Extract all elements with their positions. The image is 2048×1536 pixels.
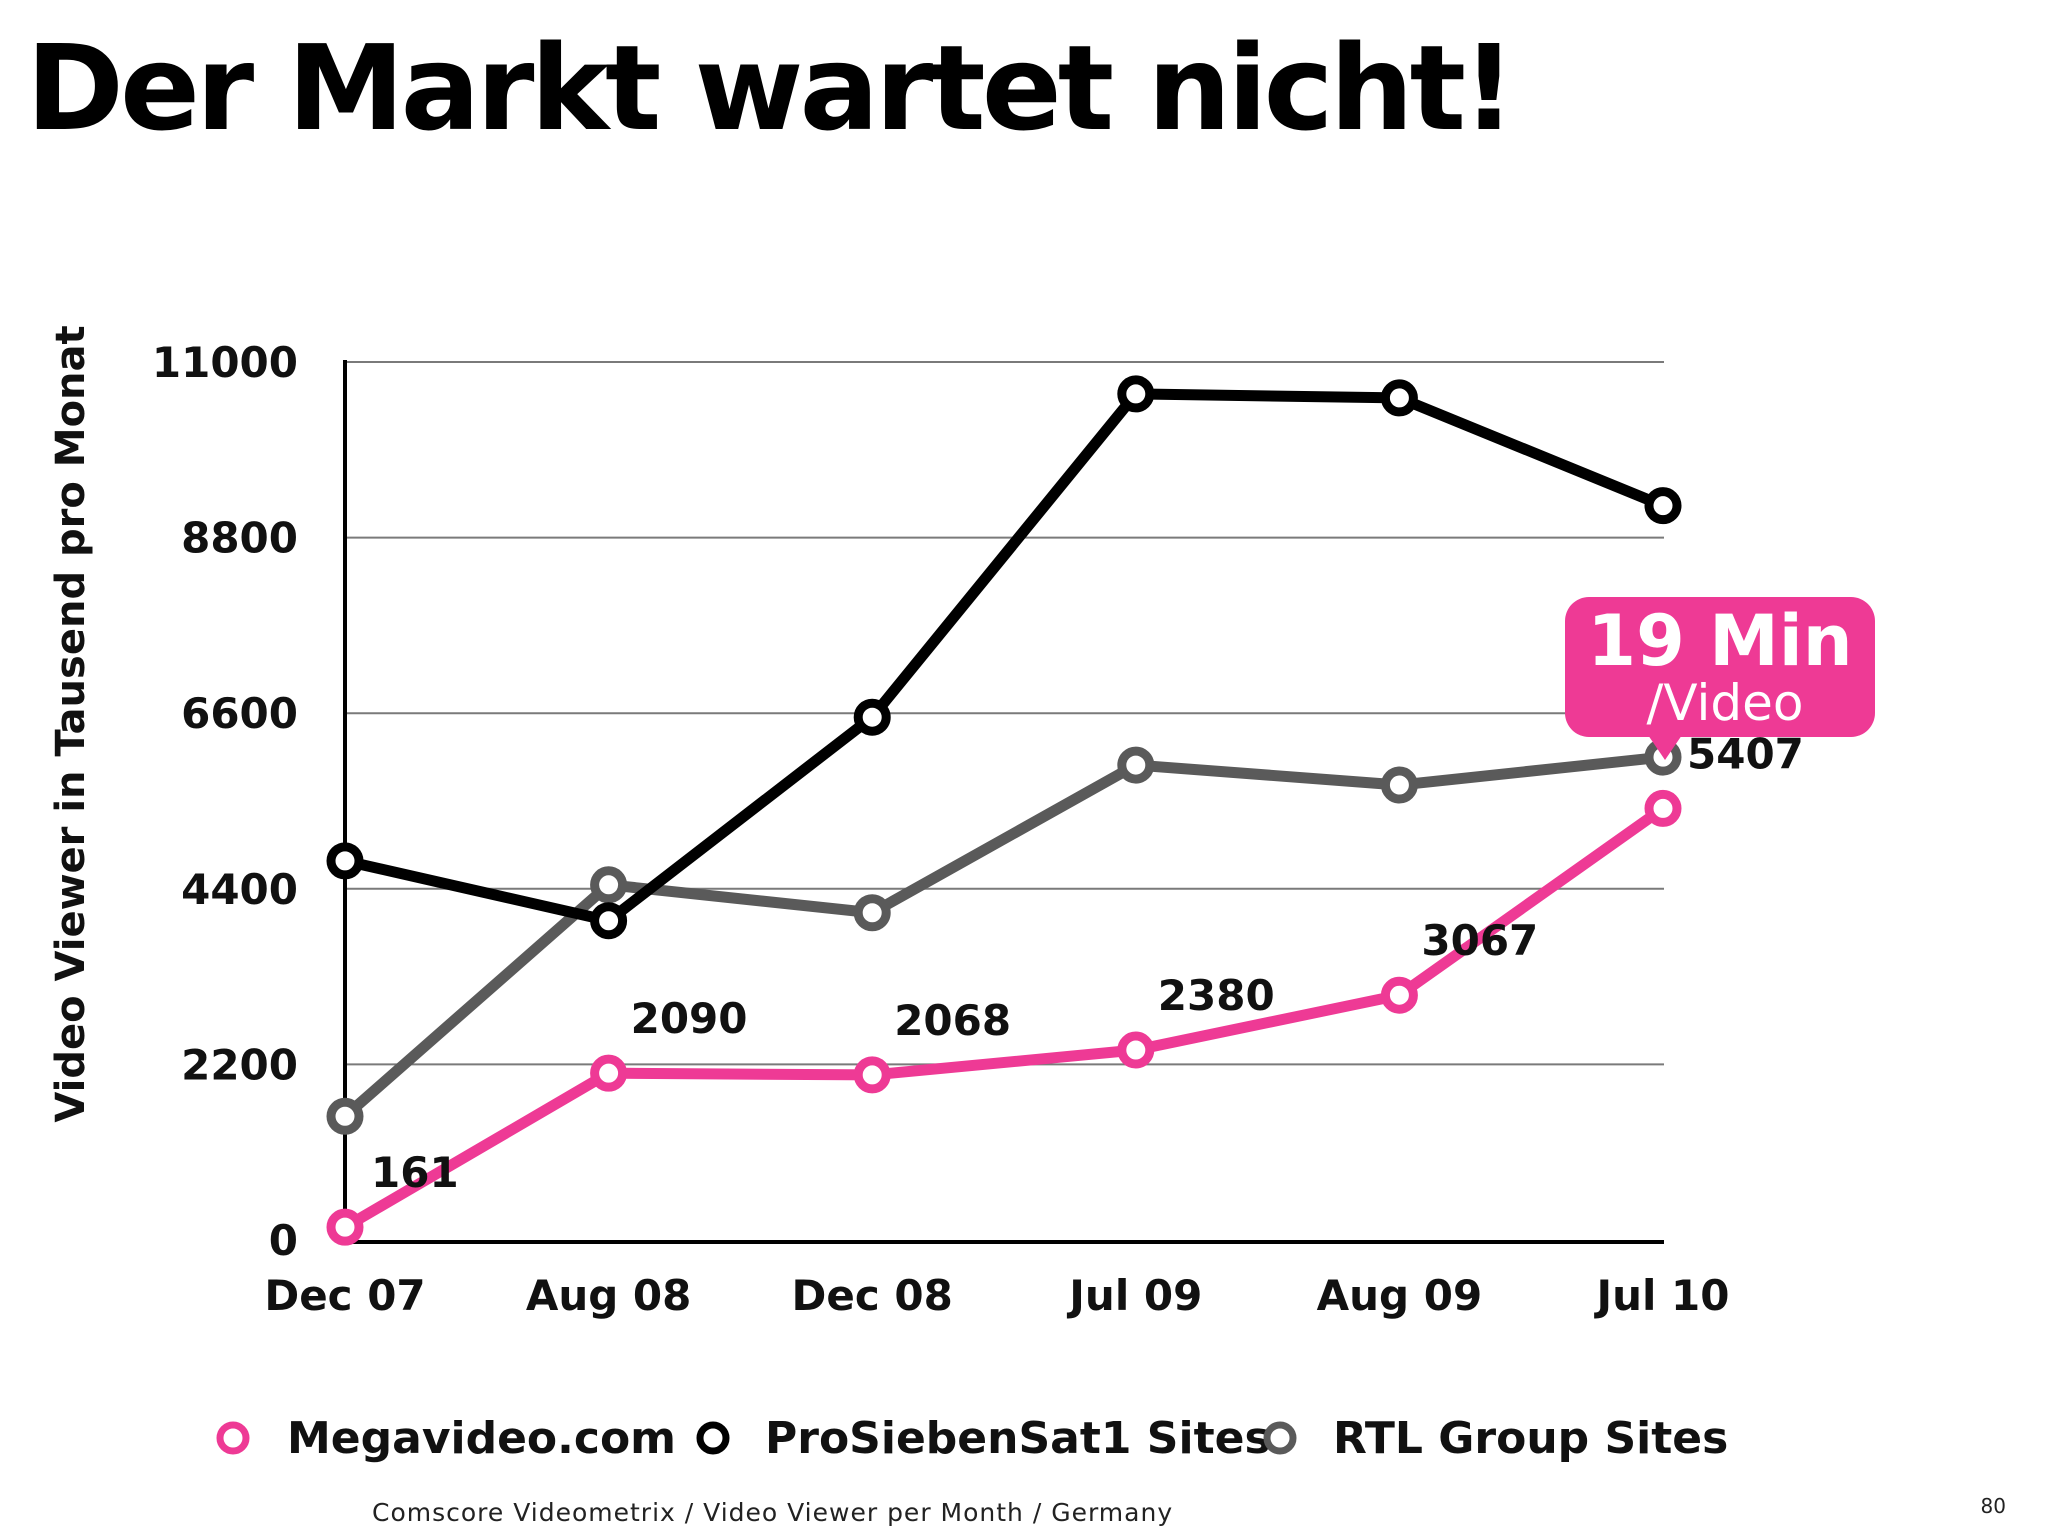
data-point-rtl-group-sites (1380, 766, 1418, 804)
data-point-prosiebensat1-sites (590, 902, 628, 940)
data-point-megavideo-com (853, 1056, 891, 1094)
data-label: 3067 (1421, 916, 1538, 965)
y-tick-labels: 0 2200 4400 6600 8800 11000 (152, 338, 298, 1265)
x-tick-label: Jul 09 (1066, 1271, 1202, 1320)
legend-marker-rtl (1263, 1421, 1297, 1455)
callout-pointer (1648, 735, 1682, 760)
series-prosiebensat1-sites (326, 375, 1682, 940)
y-tick-label: 2200 (181, 1040, 298, 1089)
source-note: Comscore Videometrix / Video Viewer per … (372, 1498, 1174, 1527)
data-label: 5407 (1687, 729, 1804, 778)
x-tick-label: Aug 09 (1317, 1271, 1483, 1320)
y-tick-label: 8800 (181, 514, 298, 563)
x-tick-label: Dec 08 (792, 1271, 953, 1320)
y-tick-label: 11000 (152, 338, 298, 387)
grid-lines (345, 361, 1664, 1066)
legend-item-prosiebensat1: ProSiebenSat1 Sites (696, 1413, 1271, 1464)
data-label: 2380 (1158, 971, 1275, 1020)
callout-sub-text: /Video (1647, 674, 1804, 732)
data-point-megavideo-com (590, 1054, 628, 1092)
data-point-rtl-group-sites (326, 1097, 364, 1135)
data-point-prosiebensat1-sites (853, 698, 891, 736)
data-label: 2090 (631, 994, 748, 1043)
data-point-prosiebensat1-sites (1380, 379, 1418, 417)
legend-item-rtl: RTL Group Sites (1263, 1413, 1728, 1464)
series-line-megavideo-com (339, 802, 1669, 1233)
data-label: 161 (371, 1148, 459, 1197)
data-point-megavideo-com (1380, 976, 1418, 1014)
y-tick-label: 6600 (181, 689, 298, 738)
data-point-prosiebensat1-sites (1644, 487, 1682, 525)
data-point-megavideo-com (326, 1208, 364, 1246)
series-line-rtl-group-sites (339, 751, 1669, 1122)
data-point-rtl-group-sites (853, 894, 891, 932)
y-axis-label: Video Viewer in Tausend pro Monat (48, 325, 94, 1122)
data-point-prosiebensat1-sites (1117, 375, 1155, 413)
legend-label-prosiebensat1: ProSiebenSat1 Sites (765, 1413, 1271, 1464)
legend: Megavideo.com ProSiebenSat1 Sites RTL Gr… (216, 1413, 1728, 1464)
x-tick-label: Aug 08 (526, 1271, 692, 1320)
callout-box (1565, 597, 1875, 737)
x-tick-label: Dec 07 (264, 1271, 425, 1320)
legend-marker-megavideo (216, 1421, 250, 1455)
x-tick-labels: Dec 07 Aug 08 Dec 08 Jul 09 Aug 09 Jul 10 (264, 1271, 1729, 1320)
series-rtl-group-sites (326, 738, 1682, 1135)
legend-marker-prosiebensat1 (696, 1421, 730, 1455)
legend-item-megavideo: Megavideo.com (216, 1413, 676, 1464)
data-point-rtl-group-sites (1117, 746, 1155, 784)
series (326, 375, 1682, 1246)
x-tick-label: Jul 10 (1594, 1271, 1730, 1320)
y-tick-label: 0 (269, 1216, 298, 1265)
page-number: 80 (1980, 1494, 2006, 1518)
series-line-prosiebensat1-sites (339, 388, 1669, 927)
legend-label-megavideo: Megavideo.com (287, 1413, 676, 1464)
data-label: 2068 (894, 996, 1011, 1045)
data-point-megavideo-com (1644, 789, 1682, 827)
data-point-megavideo-com (1117, 1031, 1155, 1069)
y-tick-label: 4400 (181, 865, 298, 914)
legend-label-rtl: RTL Group Sites (1333, 1413, 1728, 1464)
axes (343, 360, 1664, 1244)
data-point-prosiebensat1-sites (326, 842, 364, 880)
callout-badge: 19 Min /Video (1565, 597, 1875, 760)
data-point-rtl-group-sites (590, 866, 628, 904)
series-megavideo-com (326, 789, 1682, 1246)
slide-title: Der Markt wartet nicht! (26, 19, 1516, 157)
callout-main-text: 19 Min (1587, 600, 1852, 682)
data-labels: 161 2090 2068 2380 3067 5407 (371, 729, 1804, 1197)
